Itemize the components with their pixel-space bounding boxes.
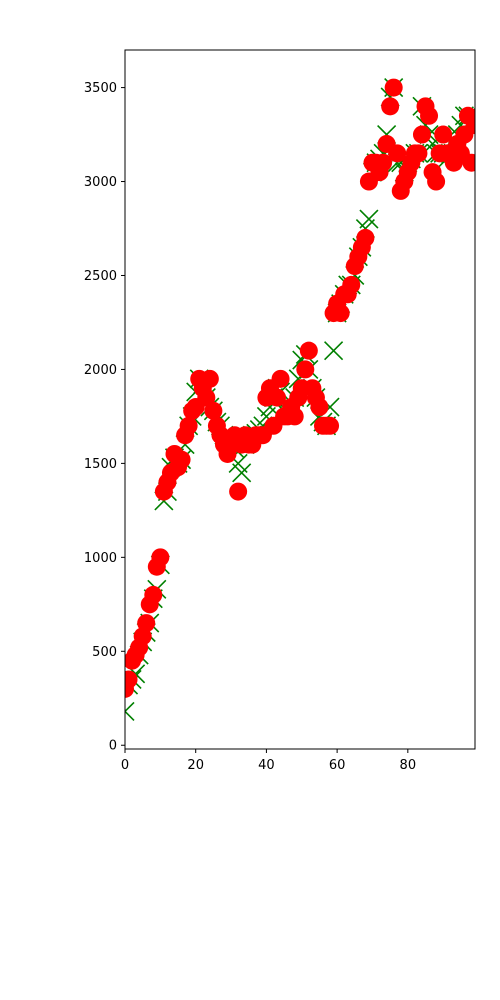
circle-marker-point [381, 97, 400, 116]
circle-marker-point [434, 125, 453, 144]
circle-marker-point [427, 172, 446, 191]
circle-marker-point [151, 548, 170, 567]
circle-marker-point [462, 153, 475, 172]
x-tick-label: 20 [187, 758, 204, 773]
circle-marker-point [342, 275, 361, 294]
x-tick-label: 0 [121, 758, 129, 773]
circle-marker-point [299, 341, 318, 360]
x-marker-point [324, 341, 344, 361]
circle-marker-point [204, 401, 223, 420]
axes: 0 20 40 60 80 0 500 1000 1500 2000 2500 3000 3500 [84, 49, 476, 773]
circle-marker-point [374, 153, 393, 172]
x-tick-label: 40 [258, 758, 275, 773]
circle-marker-point [197, 388, 216, 407]
circle-marker-point [331, 304, 350, 323]
circle-marker-point [285, 407, 304, 426]
x-marker-point [359, 209, 379, 229]
circle-marker-point [271, 369, 290, 388]
circle-marker-point [466, 116, 475, 135]
circle-marker-point [229, 482, 248, 501]
series-circle-markers [125, 78, 475, 698]
circle-marker-point [296, 360, 315, 379]
circle-marker-point [172, 450, 191, 469]
circle-marker-point [179, 416, 198, 435]
x-tick-label: 60 [329, 758, 346, 773]
circle-marker-point [321, 416, 340, 435]
y-tick-label: 500 [92, 645, 117, 660]
x-marker-point [232, 463, 252, 483]
circle-marker-point [137, 614, 156, 633]
circle-marker-point [388, 144, 407, 163]
y-tick-label: 2500 [84, 269, 117, 284]
y-tick-label: 1000 [84, 551, 117, 566]
y-tick-label: 2000 [84, 363, 117, 378]
y-tick-label: 3000 [84, 175, 117, 190]
y-tick-label: 3500 [84, 81, 117, 96]
circle-marker-point [310, 398, 329, 417]
circle-marker-point [356, 228, 375, 247]
x-marker-point [125, 701, 135, 721]
circle-marker-point [144, 585, 163, 604]
circle-marker-point [384, 78, 403, 97]
y-tick-label: 0 [109, 739, 117, 754]
circle-marker-point [412, 125, 431, 144]
circle-marker-point [409, 144, 428, 163]
circle-marker-point [268, 388, 287, 407]
plot-frame [124, 49, 476, 750]
y-tick-label: 1500 [84, 457, 117, 472]
circle-marker-point [420, 106, 439, 125]
circle-marker-point [200, 369, 219, 388]
circle-marker-point [125, 670, 138, 689]
x-tick-label: 80 [400, 758, 417, 773]
